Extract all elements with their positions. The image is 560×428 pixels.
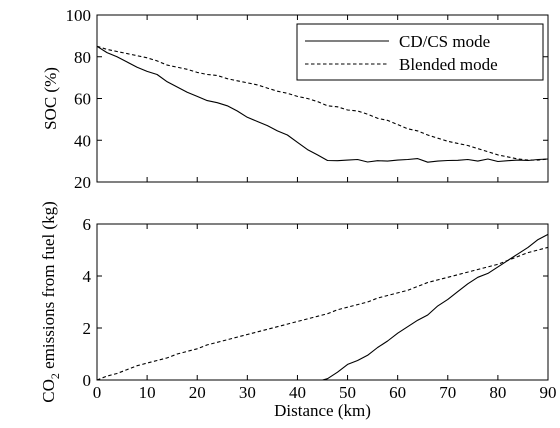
co2-ytick-label: 4 xyxy=(83,267,92,286)
soc-series-line-cdcs xyxy=(96,45,549,163)
co2-xtick-label: 40 xyxy=(289,383,306,402)
legend: CD/CS mode Blended mode xyxy=(296,23,544,81)
co2-xtick-label: 70 xyxy=(439,383,456,402)
soc-ytick-label: 60 xyxy=(74,90,91,109)
co2-xtick-label: 10 xyxy=(139,383,156,402)
co2-ytick-label: 0 xyxy=(83,371,92,390)
co2-xtick-label: 90 xyxy=(540,383,557,402)
soc-series-line-blended xyxy=(96,45,549,161)
co2-ytick-label: 2 xyxy=(83,319,92,338)
soc-ytick-label: 40 xyxy=(74,131,91,150)
co2-xtick-label: 20 xyxy=(189,383,206,402)
legend-label-blended: Blended mode xyxy=(399,55,498,74)
co2-series-line-cdcs xyxy=(97,233,549,381)
soc-panel: 20 40 60 80 100 SOC (%) CD/CS mode Blended mode xyxy=(41,6,549,192)
co2-xtick-label: 80 xyxy=(489,383,506,402)
co2-xtick-label: 50 xyxy=(339,383,356,402)
co2-xtick-label: 0 xyxy=(93,383,102,402)
soc-ytick-label: 100 xyxy=(66,6,92,25)
co2-panel: 0 10 20 30 40 50 60 70 80 90 0 2 4 6 Distance (km) CO2 … xyxy=(39,201,557,420)
co2-xlabel: Distance (km) xyxy=(274,401,371,420)
soc-ylabel: SOC (%) xyxy=(41,67,60,130)
co2-ylabel: CO2 emissions from fuel (kg) xyxy=(39,201,62,402)
soc-ytick-label: 20 xyxy=(74,173,91,192)
co2-xtick-label: 60 xyxy=(389,383,406,402)
legend-label-cdcs: CD/CS mode xyxy=(399,32,490,51)
legend-box xyxy=(296,23,544,81)
soc-ytick-label: 80 xyxy=(74,48,91,67)
co2-ytick-label: 6 xyxy=(83,215,92,234)
co2-xtick-label: 30 xyxy=(239,383,256,402)
co2-axes-frame xyxy=(96,223,549,381)
co2-series-line-blended xyxy=(96,246,549,381)
